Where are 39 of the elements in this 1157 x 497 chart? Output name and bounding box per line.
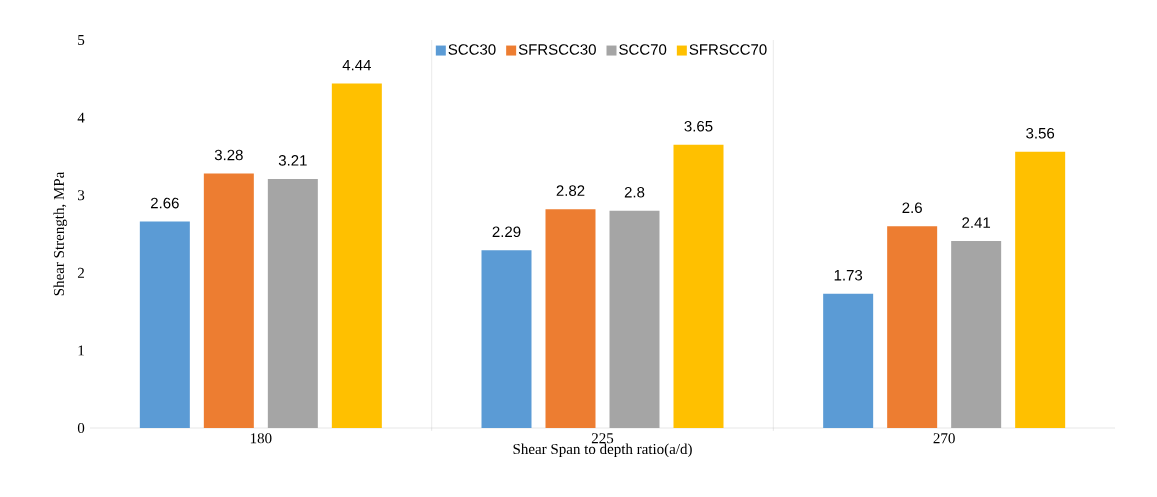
bar [673, 144, 724, 428]
data-label: 2.8 [624, 186, 645, 198]
bar [951, 240, 1002, 428]
bar [609, 210, 660, 428]
x-axis-title: Shear Span to depth ratio(a/d) [513, 443, 692, 458]
bar [887, 226, 938, 428]
y-tick-label: 0 [77, 422, 85, 434]
data-label: 3.28 [214, 149, 243, 161]
data-label: 3.21 [278, 155, 307, 166]
bar [139, 221, 190, 428]
data-label: 4.44 [342, 59, 371, 71]
data-label: 2.66 [150, 197, 179, 209]
data-label: 3.65 [684, 120, 713, 132]
x-tick-label: 180 [250, 433, 272, 444]
data-label: 2.41 [962, 217, 991, 228]
y-tick-label: 3 [78, 190, 85, 201]
legend-label: SCC30 [448, 44, 496, 55]
data-label: 2.6 [902, 202, 922, 214]
bar [331, 83, 382, 428]
bar [823, 293, 874, 428]
x-tick-label: 225 [591, 433, 614, 444]
bar [545, 209, 596, 428]
y-tick-label: 2 [77, 267, 84, 278]
y-tick-label: 5 [78, 35, 85, 45]
data-label: 3.56 [1026, 127, 1055, 139]
data-label: 2.82 [556, 185, 585, 196]
legend-label: SCC70 [619, 44, 667, 55]
data-label: 1.73 [834, 269, 863, 281]
x-tick-label: 270 [933, 433, 955, 444]
bar [1015, 151, 1066, 428]
y-tick-label: 1 [78, 345, 84, 356]
bar [481, 250, 532, 428]
legend-label: SFRSCC30 [518, 44, 596, 55]
y-axis-title: Shear Strength, MPa [53, 171, 68, 296]
bar [267, 178, 318, 428]
y-tick-label: 4 [77, 112, 85, 123]
bar [203, 173, 254, 428]
legend-label: SFRSCC70 [689, 44, 767, 55]
data-label: 2.29 [492, 226, 521, 238]
